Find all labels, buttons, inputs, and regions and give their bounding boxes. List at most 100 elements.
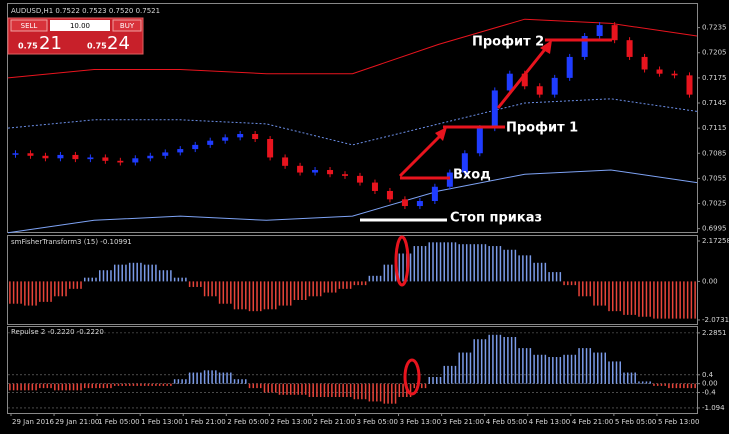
x-tick-label: 1 Feb 21:00 (184, 418, 225, 426)
annotation: Профит 2 (472, 35, 544, 50)
candle (626, 40, 633, 57)
y-tick-label: 0.7025 (702, 200, 727, 208)
buy-label: BUY (120, 22, 135, 30)
x-tick-label: 5 Feb 05:00 (615, 418, 656, 426)
candle (581, 35, 588, 57)
candle (401, 199, 408, 207)
candle (446, 172, 453, 187)
buy-button[interactable] (112, 19, 142, 32)
x-tick-label: 2 Feb 13:00 (270, 418, 311, 426)
candle (192, 144, 199, 150)
sell-price[interactable]: 21 (39, 33, 62, 54)
sell-prefix: 0.75 (18, 42, 38, 51)
candle (252, 133, 259, 140)
candle (656, 69, 663, 74)
candle (162, 152, 169, 156)
band-line (7, 169, 698, 234)
candle (566, 56, 573, 78)
fisher-panel-frame (7, 235, 698, 325)
x-tick-label: 4 Feb 05:00 (486, 418, 527, 426)
candle (431, 186, 438, 202)
candle (207, 140, 214, 145)
candle (12, 153, 19, 155)
candle (267, 139, 274, 158)
candle (87, 157, 94, 160)
highlight (394, 235, 410, 287)
x-tick-label: 29 Jan 2016 (12, 418, 55, 426)
candle (641, 56, 648, 70)
y-tick-label: 2.2851 (702, 329, 727, 337)
candle (42, 155, 49, 159)
y-tick-label: 0.7145 (702, 99, 727, 107)
candle (551, 77, 558, 95)
x-tick-label: 2 Feb 05:00 (227, 418, 268, 426)
candle (506, 73, 513, 91)
candle (521, 73, 528, 87)
annotation: Профит 1 (506, 121, 578, 136)
y-tick-label: -0.4 (702, 389, 716, 397)
y-tick-label: 0.7115 (702, 124, 727, 132)
candle (27, 153, 34, 156)
indicator-title: smFisherTransform3 (15) -0.10991 (11, 238, 132, 246)
x-tick-label: 2 Feb 21:00 (313, 418, 354, 426)
candle (536, 86, 543, 95)
candle (686, 75, 693, 95)
candle (596, 25, 603, 36)
candle (327, 170, 334, 175)
y-tick-label: 0.00 (702, 380, 718, 388)
candle (297, 165, 304, 173)
candle (177, 149, 184, 153)
x-tick-label: 4 Feb 13:00 (529, 418, 570, 426)
candle (342, 174, 349, 176)
lot-value: 10.00 (70, 22, 90, 30)
x-tick-label: 4 Feb 21:00 (572, 418, 613, 426)
highlight (403, 358, 421, 396)
candle (147, 155, 154, 159)
candle (102, 157, 109, 161)
candle (356, 175, 363, 183)
y-tick-label: 0.00 (702, 277, 718, 285)
indicator-title: Repulse 2 -0.2220 -0.2220 (11, 328, 104, 336)
y-tick-label: 0.7205 (702, 49, 727, 57)
annotations: Профит 2 Профит 1 Вход Стоп приказ (360, 35, 612, 396)
y-tick-label: -2.07311 (702, 316, 729, 324)
x-tick-label: 3 Feb 13:00 (400, 418, 441, 426)
annotation: Вход (453, 168, 491, 183)
buy-prefix: 0.75 (87, 42, 107, 51)
x-tick-label: 29 Jan 21:00 (55, 418, 99, 426)
buy-price[interactable]: 24 (107, 33, 130, 54)
candle (371, 182, 378, 191)
candle (282, 157, 289, 166)
arrowhead (540, 40, 552, 54)
candle (416, 201, 423, 207)
sell-button[interactable] (10, 19, 48, 32)
candle (671, 73, 678, 76)
x-tick-label: 1 Feb 13:00 (141, 418, 182, 426)
y-tick-label: 0.7235 (702, 24, 727, 32)
main-panel-frame (7, 3, 698, 233)
candle (132, 158, 139, 163)
y-tick-label: 0.6995 (702, 225, 727, 233)
x-tick-label: 3 Feb 05:00 (357, 418, 398, 426)
candle (117, 160, 124, 163)
candle (57, 154, 64, 159)
y-tick-label: 0.7175 (702, 74, 727, 82)
arrowhead (435, 127, 447, 141)
x-tick-label: 3 Feb 21:00 (443, 418, 484, 426)
candle (386, 190, 393, 200)
band-line (7, 18, 698, 79)
candle (72, 154, 79, 160)
repulse-panel-frame (7, 326, 698, 414)
lot-input[interactable] (50, 20, 110, 31)
y-tick-label: 0.7055 (702, 174, 727, 182)
arrow (398, 132, 444, 178)
candle (491, 90, 498, 129)
trade-panel: SELL 10.00 BUY 0.75 21 0.75 24 (7, 17, 144, 55)
annotation: Стоп приказ (450, 211, 542, 226)
arrow (496, 47, 548, 109)
y-tick-label: 2.17258 (702, 237, 729, 245)
x-tick-label: 1 Feb 05:00 (98, 418, 139, 426)
candle (237, 133, 244, 138)
